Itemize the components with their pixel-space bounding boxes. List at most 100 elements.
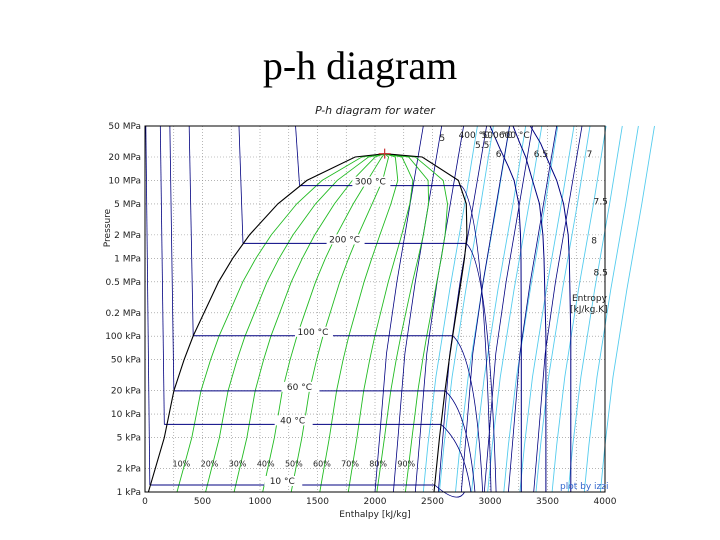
- isotherm-label: 60 °C: [287, 383, 312, 393]
- isotherm-label: 200 °C: [329, 235, 360, 245]
- entropy-label: 7: [587, 150, 593, 160]
- isotherm-vapor-branch: [434, 484, 465, 498]
- quality-label: 70%: [341, 460, 359, 469]
- superheat-isotherm-line: [529, 125, 572, 492]
- entropy-label: 6: [496, 150, 502, 160]
- superheat-isotherm-label: 400 °C: [459, 131, 490, 141]
- quality-line: [290, 153, 390, 493]
- label-layer: 0 500 1000 1500 2000 2500 3000 3500 4000 50 MPa 20…: [105, 122, 617, 507]
- entropy-label: 6.5: [534, 150, 548, 160]
- isotherm-liquid-branch: [145, 125, 151, 486]
- entropy-line: [533, 125, 583, 493]
- entropy-line: [460, 125, 510, 493]
- quality-label: 60%: [313, 460, 331, 469]
- y-tick-label: 5 MPa: [114, 200, 141, 210]
- entropy-legend-label: Entropy: [572, 294, 608, 304]
- isochore-line: [487, 125, 543, 493]
- x-tick-label: 1500: [306, 497, 329, 507]
- y-tick-label: 10 MPa: [108, 176, 141, 186]
- isotherm-label-bg: [326, 234, 365, 245]
- isotherm-vapor-branch: [444, 390, 476, 493]
- y-tick-label: 50 kPa: [111, 356, 141, 366]
- y-tick-label: 50 MPa: [108, 122, 141, 132]
- quality-label: 90%: [397, 460, 415, 469]
- y-tick-label: 1 MPa: [114, 254, 141, 264]
- isotherm-label-bg: [281, 381, 320, 392]
- quality-line: [233, 153, 385, 493]
- y-tick-label: 2 kPa: [117, 465, 141, 475]
- isotherm-liquid-branch: [238, 125, 244, 244]
- x-axis-label: Enthalpy [kJ/kg]: [339, 510, 410, 520]
- isochore-line: [455, 125, 511, 493]
- quality-line: [176, 153, 385, 493]
- dome-layer: [147, 148, 468, 493]
- isotherm-vapor-branch: [440, 424, 472, 493]
- isotherm-liquid-branch: [169, 125, 175, 391]
- y-tick-label: 1 kPa: [117, 488, 141, 498]
- chart-title: P-h diagram for water: [315, 104, 436, 117]
- entropy-line: [437, 125, 487, 493]
- isochore-line: [471, 125, 527, 493]
- saturated-liquid-line: [147, 153, 385, 493]
- quality-layer: [176, 153, 448, 493]
- isotherm-label-bg: [264, 475, 303, 486]
- y-axis-label: Pressure: [103, 208, 113, 247]
- y-tick-label: 0.5 MPa: [106, 278, 141, 288]
- isotherm-liquid-branch: [159, 125, 165, 425]
- quality-line: [347, 153, 414, 493]
- entropy-line: [393, 125, 443, 493]
- isotherm-liquid-branch: [295, 125, 300, 186]
- isotherm-vapor-branch: [452, 335, 484, 493]
- entropy-line: [483, 125, 533, 493]
- x-tick-label: 0: [142, 497, 148, 507]
- quality-line: [319, 153, 399, 493]
- quality-label: 50%: [285, 460, 303, 469]
- entropy-label: 5.5: [475, 141, 489, 151]
- axis-layer: [144, 125, 606, 493]
- isochore-line: [583, 125, 639, 493]
- superheat-isotherm-label: 600 °C: [499, 131, 530, 141]
- quality-label: 30%: [229, 460, 247, 469]
- y-tick-label: 100 kPa: [105, 332, 141, 342]
- saturated-vapor-line: [384, 153, 468, 493]
- superheat-isotherm-label: 500 °C: [482, 131, 513, 141]
- isochore-line: [503, 125, 559, 493]
- quality-line: [376, 153, 430, 493]
- isochore-line: [519, 125, 575, 493]
- isotherm-label-bg: [352, 176, 391, 187]
- quality-line: [205, 153, 385, 493]
- isotherm-vapor-branch: [465, 243, 497, 493]
- entropy-line: [508, 125, 558, 493]
- superheat-isotherm-line: [489, 125, 522, 492]
- isochore-line: [535, 125, 591, 493]
- isotherm-label: 100 °C: [298, 328, 329, 338]
- quality-line: [384, 153, 448, 493]
- critical-point-marker: [378, 148, 391, 159]
- quality-label: 20%: [201, 460, 219, 469]
- x-tick-label: 2500: [421, 497, 444, 507]
- x-tick-label: 3000: [479, 497, 502, 507]
- isochore-layer: [422, 125, 655, 493]
- x-tick-label: 1000: [249, 497, 272, 507]
- isochore-line: [438, 125, 494, 493]
- y-tick-label: 20 kPa: [111, 387, 141, 397]
- isotherm-liquid-branch: [188, 125, 194, 336]
- isotherm-label: 10 °C: [270, 477, 295, 487]
- x-tick-label: 2000: [364, 497, 387, 507]
- isochore-line: [551, 125, 607, 493]
- isotherm-label-bg: [274, 415, 313, 426]
- y-tick-label: 0.2 MPa: [106, 309, 141, 319]
- slide-title: p-h diagram: [262, 43, 458, 88]
- y-tick-label: 20 MPa: [108, 153, 141, 163]
- isotherm-label-bg: [294, 326, 333, 337]
- entropy-label: 8: [591, 237, 597, 247]
- y-tick-label: 2 MPa: [114, 231, 141, 241]
- quality-line: [262, 153, 386, 493]
- credit-label: plot by izzi: [560, 482, 608, 492]
- isotherm-vapor-branch: [460, 185, 492, 493]
- entropy-legend-units: [kJ/kg.K]: [570, 305, 608, 315]
- isochore-line: [567, 125, 623, 493]
- y-tick-label: 10 kPa: [111, 410, 141, 420]
- entropy-label: 7.5: [594, 198, 608, 208]
- isochore-line: [422, 125, 478, 493]
